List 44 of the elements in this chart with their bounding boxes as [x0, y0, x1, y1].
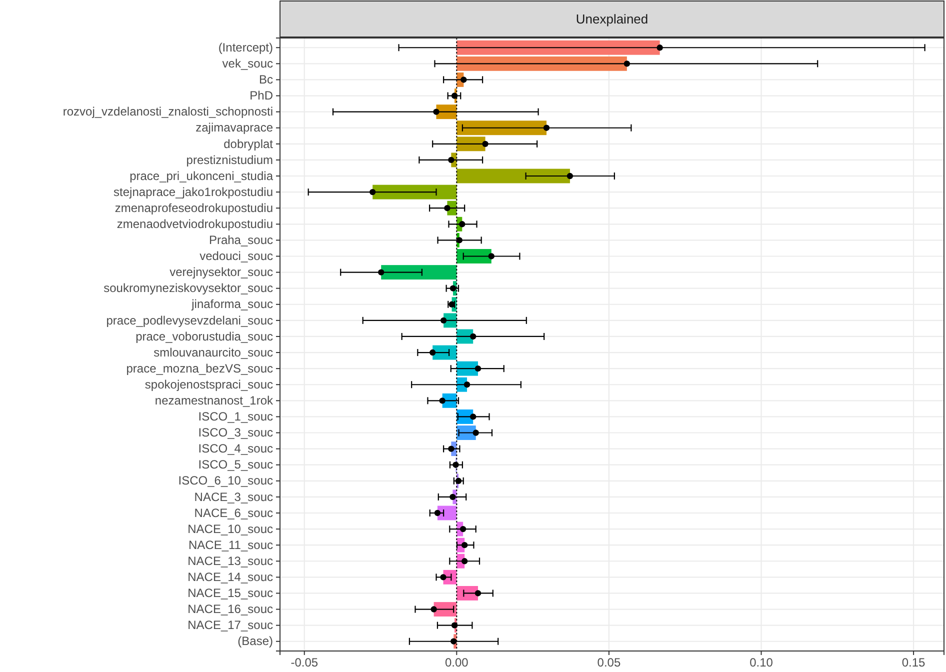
y-tick-label: prestiznistudium — [186, 152, 273, 167]
y-tick-label: NACE_6_souc — [194, 506, 273, 520]
y-tick-label: zmenaprofeseodrokupostudiu — [114, 200, 273, 215]
chart-title: Unexplained — [576, 12, 648, 26]
y-tick-label: prace_podlevysevzdelani_souc — [106, 313, 273, 328]
y-tick-label: vek_souc — [222, 56, 273, 71]
y-tick-label: NACE_17_souc — [188, 618, 273, 632]
y-tick-label: spokojenostspraci_souc — [144, 377, 273, 392]
x-tick-label: -0.05 — [290, 656, 318, 670]
y-tick-label: prace_pri_ukonceni_studia — [130, 168, 274, 183]
x-tick-label: 0.00 — [444, 656, 469, 670]
y-tick-label: NACE_16_souc — [188, 602, 273, 616]
y-tick-label: Praha_souc — [208, 233, 273, 248]
x-tick-label: 0.10 — [750, 656, 774, 670]
y-tick-label: ISCO_4_souc — [198, 442, 273, 456]
y-tick-label: NACE_13_souc — [188, 554, 273, 568]
y-tick-label: ISCO_1_souc — [198, 410, 273, 424]
y-tick-label: jinaforma_souc — [190, 297, 273, 312]
y-tick-label: NACE_3_souc — [194, 490, 273, 504]
y-tick-label: prace_voborustudia_souc — [136, 329, 273, 344]
x-tick-label: 0.05 — [597, 656, 621, 670]
y-tick-label: (Base) — [238, 634, 274, 648]
y-tick-label: Bc — [258, 72, 273, 87]
y-tick-label: prace_mozna_bezVS_souc — [126, 361, 273, 376]
y-tick-label: zajimavaprace — [196, 120, 274, 135]
y-tick-label: verejnysektor_souc — [170, 265, 273, 280]
y-tick-label: vedouci_souc — [200, 249, 273, 264]
y-tick-label: NACE_14_souc — [188, 570, 273, 584]
y-tick-label: dobryplat — [224, 136, 274, 151]
y-tick-label: NACE_10_souc — [188, 522, 273, 536]
y-tick-label: NACE_15_souc — [188, 586, 273, 600]
y-tick-label: ISCO_6_10_souc — [178, 474, 273, 488]
x-tick-label: 0.15 — [902, 656, 926, 670]
y-tick-label: stejnaprace_jako1rokpostudiu — [114, 184, 273, 199]
y-tick-label: soukromyneziskovysektor_souc — [104, 281, 273, 296]
y-tick-label: nezamestnanost_1rok — [154, 394, 274, 408]
y-tick-label: smlouvanaurcito_souc — [154, 345, 273, 360]
y-tick-label: zmenaodvetviodrokupostudiu — [116, 216, 273, 231]
y-tick-label: (Intercept) — [218, 40, 273, 54]
y-tick-label: ISCO_3_souc — [198, 426, 273, 440]
y-tick-label: NACE_11_souc — [188, 538, 273, 552]
y-tick-label: ISCO_5_souc — [198, 458, 273, 472]
y-tick-label: rozvoj_vzdelanosti_znalosti_schopnosti — [62, 104, 273, 119]
y-tick-label: PhD — [250, 88, 274, 103]
